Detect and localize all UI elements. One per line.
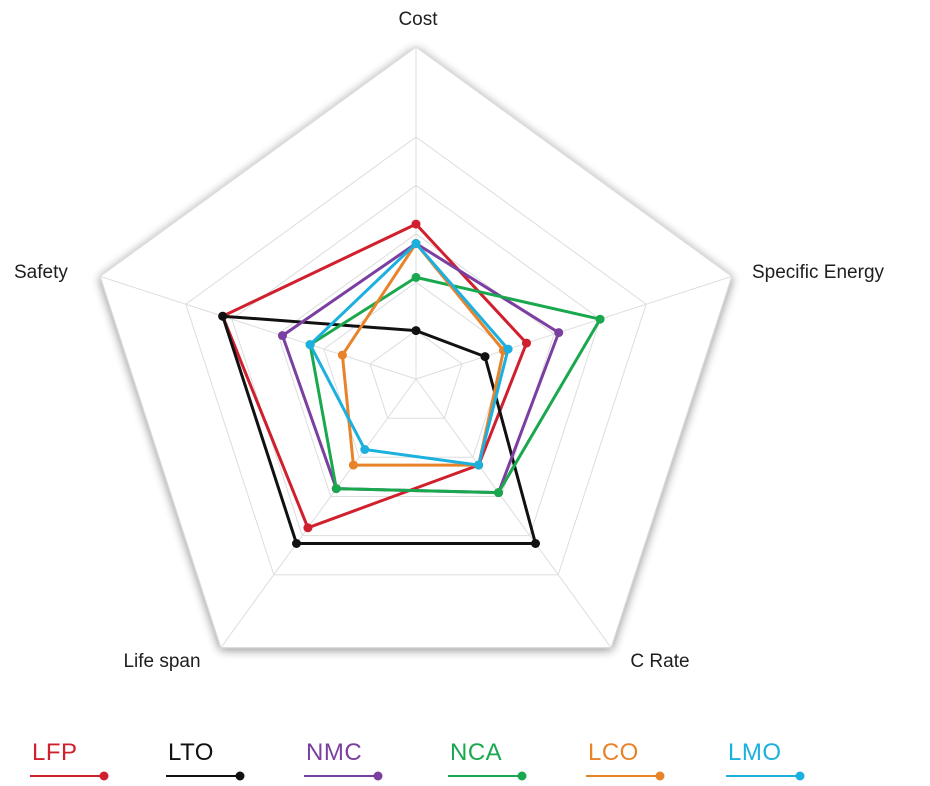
data-point [522, 338, 531, 348]
axis-label: Cost [398, 9, 438, 30]
legend-label: NCA [450, 739, 502, 766]
data-point [411, 219, 421, 229]
legend-marker [795, 771, 805, 781]
legend-marker [235, 771, 245, 781]
data-point [503, 344, 513, 354]
series-line [308, 275, 602, 495]
data-point [411, 326, 421, 336]
data-point [278, 331, 287, 341]
data-point [595, 314, 605, 324]
data-point [531, 539, 540, 548]
data-point [292, 539, 301, 548]
legend-item-nmc: NMC [304, 739, 383, 781]
axis-spoke [220, 378, 417, 648]
series-line [221, 222, 528, 530]
axis-spoke [100, 275, 417, 380]
axis-spoke [415, 378, 612, 648]
data-point [494, 488, 503, 498]
data-point [337, 350, 347, 360]
legend-label: NMC [306, 739, 362, 766]
legend-label: LCO [588, 739, 639, 766]
legend-item-lco: LCO [586, 739, 665, 781]
legend-marker [517, 771, 527, 781]
data-point [480, 352, 490, 362]
data-point [218, 311, 228, 321]
legend-label: LTO [168, 739, 214, 766]
legend-marker [373, 771, 383, 781]
axis-spoke [415, 275, 732, 380]
grid-ring [369, 329, 463, 419]
data-point [474, 460, 484, 470]
legend-item-lmo: LMO [726, 739, 805, 781]
legend-label: LFP [32, 739, 78, 766]
legend-item-lto: LTO [166, 739, 245, 781]
axis-label: Safety [14, 262, 68, 283]
legend-item-lfp: LFP [30, 739, 109, 781]
series-line [340, 242, 505, 467]
legend-marker [99, 771, 109, 781]
legend-marker [655, 771, 665, 781]
axis-label: Specific Energy [752, 262, 885, 283]
series-line [221, 314, 537, 545]
data-point [411, 272, 421, 282]
data-point [360, 445, 370, 454]
grid-ring [277, 233, 555, 497]
data-point [303, 523, 313, 533]
data-point [305, 340, 315, 350]
legend-item-nca: NCA [448, 739, 527, 781]
axis-label: C Rate [630, 651, 689, 672]
axis-label: Life span [123, 651, 200, 672]
data-point [554, 328, 564, 338]
series-line [308, 242, 510, 467]
data-point [331, 484, 341, 494]
series-lmo [305, 239, 513, 470]
series-lto [218, 311, 540, 548]
legend-label: LMO [728, 739, 782, 766]
data-point [411, 239, 421, 248]
grid-ring [185, 136, 647, 576]
data-point [348, 460, 358, 470]
